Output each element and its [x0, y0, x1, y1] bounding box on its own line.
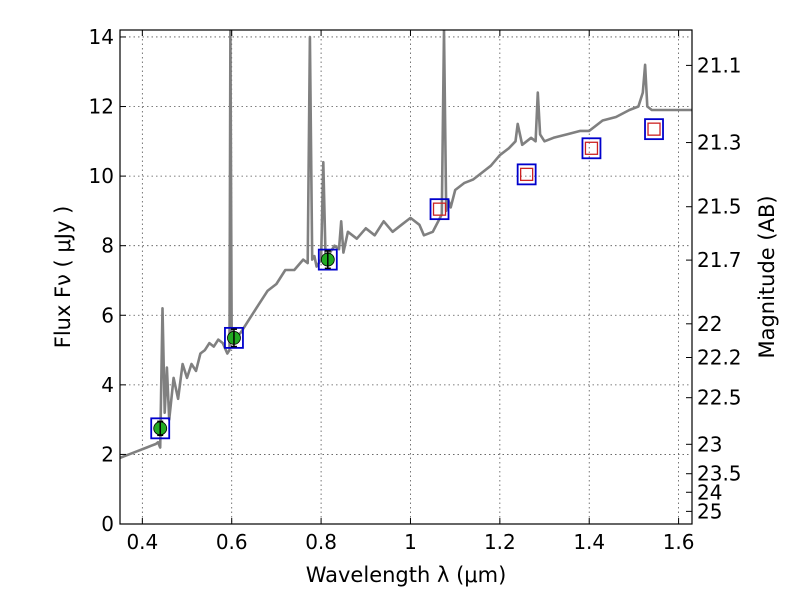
nir-photometry-square	[584, 141, 599, 155]
model-photometry-box	[644, 118, 664, 141]
mag-tick-label: 21.5	[697, 195, 742, 219]
grid-lines	[120, 30, 692, 525]
mag-tick-label: 21.3	[697, 131, 742, 155]
x-tick-label: 0.6	[216, 530, 248, 554]
y-tick-label: 14	[89, 25, 114, 49]
x-tick-label: 1	[404, 530, 417, 554]
y-tick-label: 6	[101, 303, 114, 327]
mag-tick-label: 24	[697, 480, 722, 504]
mag-tick-label: 21.1	[697, 53, 742, 77]
x-tick-label: 0.4	[126, 530, 158, 554]
model-photometry-box	[516, 163, 537, 186]
spectrum-line	[120, 30, 692, 460]
nir-photometry-square	[647, 122, 661, 136]
y-tick-label: 10	[89, 164, 114, 188]
y-tick-label: 0	[101, 512, 114, 536]
model-photometry-box	[581, 137, 602, 160]
nir-photometry-square	[520, 167, 534, 182]
x-axis-label: Wavelength λ (μm)	[306, 563, 507, 587]
mag-tick-label: 23	[697, 432, 722, 456]
model-photometry-box	[150, 417, 171, 440]
x-tick-label: 1.4	[573, 530, 605, 554]
photometry-layer	[150, 118, 664, 440]
mag-tick-label: 22.5	[697, 386, 742, 410]
mag-tick-label: 23.5	[697, 462, 742, 486]
y-tick-label: 4	[101, 373, 114, 397]
mag-tick-label: 25	[697, 499, 722, 523]
y2-axis-label: Magnitude (AB)	[755, 195, 779, 358]
spectrum-layer	[120, 30, 692, 460]
plot-frame	[119, 29, 693, 525]
model-photometry-box	[429, 198, 450, 221]
mag-tick-label: 21.7	[697, 248, 742, 272]
model-photometry-box	[317, 248, 338, 271]
x-tick-label: 0.8	[305, 530, 337, 554]
x-tick-label: 1.6	[663, 530, 695, 554]
y-axis-label: Flux Fν ( μJy )	[51, 206, 75, 349]
axis-ticks	[120, 30, 692, 525]
y-tick-label: 12	[89, 95, 114, 119]
x-tick-label: 1.2	[484, 530, 516, 554]
y-tick-label: 8	[101, 234, 114, 258]
nir-photometry-square	[432, 202, 447, 216]
mag-tick-label: 22	[697, 312, 722, 336]
mag-tick-label: 22.2	[697, 345, 742, 369]
y-tick-label: 2	[101, 442, 114, 466]
tick-labels: 0.4 0.6 0.8 1 1.2 1.4 1.60246810121421.121.321…	[89, 25, 742, 554]
model-photometry-box	[224, 326, 244, 349]
